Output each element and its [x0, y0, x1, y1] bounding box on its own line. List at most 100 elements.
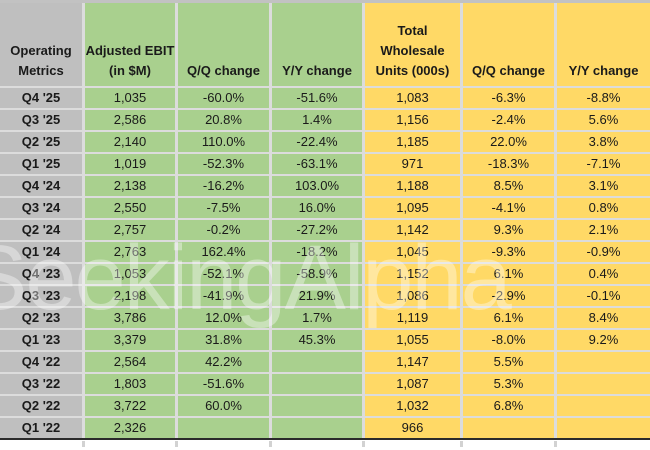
ebit-yy-change: -22.4% [272, 132, 362, 152]
ebit-yy-change: 103.0% [272, 176, 362, 196]
ebit-value: 3,379 [85, 330, 175, 350]
units-value: 1,055 [365, 330, 460, 350]
units-yy-change: -7.1% [557, 154, 650, 174]
row-label: Q1 '25 [0, 154, 82, 174]
gridline-tick [175, 441, 178, 447]
ebit-qq-change: 60.0% [178, 396, 269, 416]
ebit-value: 3,722 [85, 396, 175, 416]
units-qq-change: -8.0% [463, 330, 554, 350]
ebit-qq-change: 162.4% [178, 242, 269, 262]
units-yy-change: -0.9% [557, 242, 650, 262]
units-value: 1,083 [365, 88, 460, 108]
row-label: Q1 '23 [0, 330, 82, 350]
units-value: 1,185 [365, 132, 460, 152]
ebit-yy-change: -63.1% [272, 154, 362, 174]
row-label: Q3 '22 [0, 374, 82, 394]
ebit-qq-change: 110.0% [178, 132, 269, 152]
units-qq-change: 6.8% [463, 396, 554, 416]
ebit-qq-change [178, 418, 269, 438]
units-value: 966 [365, 418, 460, 438]
units-yy-change [557, 374, 650, 394]
ebit-yy-change: 45.3% [272, 330, 362, 350]
ebit-qq-change: 12.0% [178, 308, 269, 328]
units-qq-change: -6.3% [463, 88, 554, 108]
ebit-yy-change [272, 352, 362, 372]
gridline-tick [460, 441, 463, 447]
units-yy-change: 0.4% [557, 264, 650, 284]
metrics-grid: Operating Metrics Adjusted EBIT (in $M) … [0, 3, 650, 438]
units-qq-change: 6.1% [463, 308, 554, 328]
ebit-yy-change [272, 396, 362, 416]
units-qq-change: 22.0% [463, 132, 554, 152]
units-value: 1,188 [365, 176, 460, 196]
ebit-yy-change: -51.6% [272, 88, 362, 108]
table-top-border [0, 0, 650, 3]
units-value: 971 [365, 154, 460, 174]
units-yy-change: 3.1% [557, 176, 650, 196]
units-yy-change [557, 396, 650, 416]
header-operating-metrics: Operating Metrics [0, 3, 82, 86]
ebit-value: 2,586 [85, 110, 175, 130]
ebit-qq-change: 31.8% [178, 330, 269, 350]
ebit-yy-change: 16.0% [272, 198, 362, 218]
row-label: Q4 '25 [0, 88, 82, 108]
ebit-value: 2,326 [85, 418, 175, 438]
ebit-value: 2,140 [85, 132, 175, 152]
ebit-value: 2,138 [85, 176, 175, 196]
ebit-qq-change: -0.2% [178, 220, 269, 240]
row-label: Q1 '24 [0, 242, 82, 262]
ebit-yy-change: -27.2% [272, 220, 362, 240]
gridline-tick [82, 441, 85, 447]
units-yy-change: 8.4% [557, 308, 650, 328]
units-yy-change [557, 418, 650, 438]
row-label: Q1 '22 [0, 418, 82, 438]
units-qq-change [463, 418, 554, 438]
sheet-footer-strip [0, 440, 650, 450]
units-yy-change: 5.6% [557, 110, 650, 130]
units-value: 1,152 [365, 264, 460, 284]
ebit-yy-change: 21.9% [272, 286, 362, 306]
ebit-qq-change: -60.0% [178, 88, 269, 108]
ebit-yy-change [272, 418, 362, 438]
ebit-value: 3,786 [85, 308, 175, 328]
units-qq-change: -18.3% [463, 154, 554, 174]
units-yy-change: 2.1% [557, 220, 650, 240]
units-qq-change: -4.1% [463, 198, 554, 218]
ebit-yy-change: -18.2% [272, 242, 362, 262]
ebit-qq-change: -16.2% [178, 176, 269, 196]
units-value: 1,045 [365, 242, 460, 262]
units-yy-change: 0.8% [557, 198, 650, 218]
units-qq-change: 9.3% [463, 220, 554, 240]
row-label: Q4 '23 [0, 264, 82, 284]
row-label: Q2 '22 [0, 396, 82, 416]
header-adjusted-ebit: Adjusted EBIT (in $M) [85, 3, 175, 86]
ebit-value: 1,053 [85, 264, 175, 284]
units-qq-change: -2.9% [463, 286, 554, 306]
header-units-qq-change: Q/Q change [463, 3, 554, 86]
units-qq-change: -2.4% [463, 110, 554, 130]
ebit-yy-change: 1.7% [272, 308, 362, 328]
ebit-qq-change: 42.2% [178, 352, 269, 372]
units-yy-change: -8.8% [557, 88, 650, 108]
units-value: 1,087 [365, 374, 460, 394]
row-label: Q4 '24 [0, 176, 82, 196]
header-ebit-qq-change: Q/Q change [178, 3, 269, 86]
units-yy-change: -0.1% [557, 286, 650, 306]
gridline-tick [554, 441, 557, 447]
row-label: Q2 '24 [0, 220, 82, 240]
ebit-value: 1,035 [85, 88, 175, 108]
ebit-qq-change: -7.5% [178, 198, 269, 218]
row-label: Q3 '24 [0, 198, 82, 218]
units-value: 1,095 [365, 198, 460, 218]
ebit-qq-change: 20.8% [178, 110, 269, 130]
header-units-yy-change: Y/Y change [557, 3, 650, 86]
row-label: Q3 '25 [0, 110, 82, 130]
units-value: 1,156 [365, 110, 460, 130]
units-yy-change: 3.8% [557, 132, 650, 152]
row-label: Q2 '25 [0, 132, 82, 152]
units-value: 1,032 [365, 396, 460, 416]
units-yy-change [557, 352, 650, 372]
units-qq-change: 6.1% [463, 264, 554, 284]
row-label: Q2 '23 [0, 308, 82, 328]
